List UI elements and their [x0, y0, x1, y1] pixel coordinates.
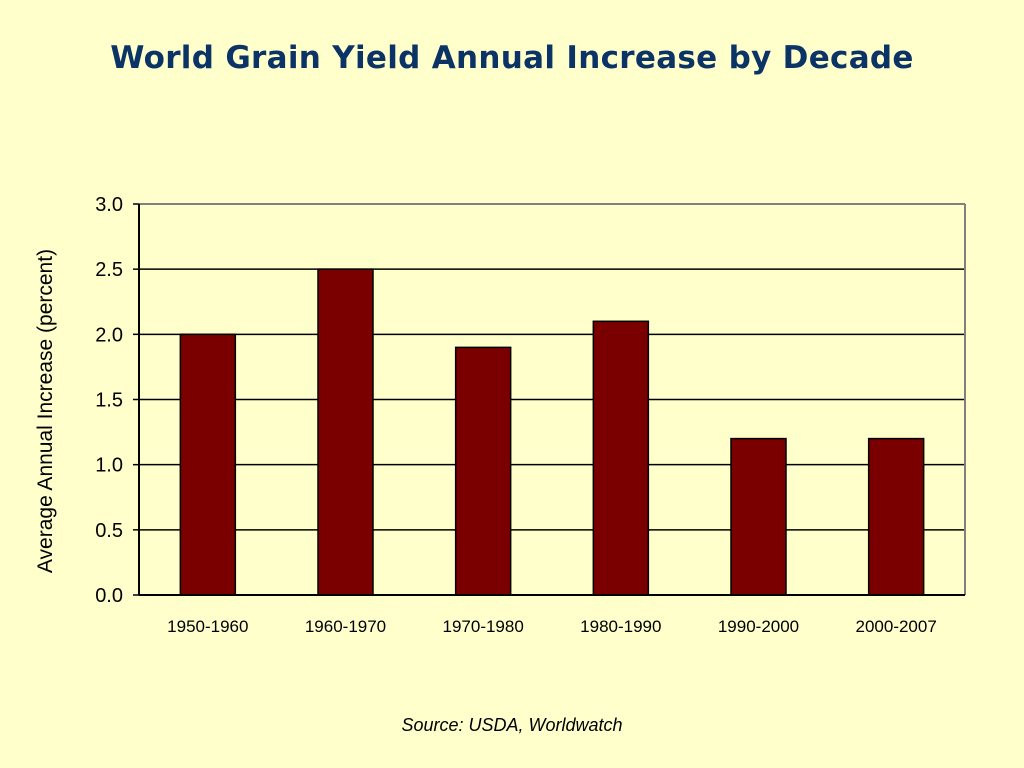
chart-title: World Grain Yield Annual Increase by Dec…: [110, 40, 914, 76]
y-tick-label: 1.0: [95, 455, 123, 477]
y-tick-label: 3.0: [95, 194, 123, 216]
source-note: Source: USDA, Worldwatch: [401, 715, 623, 735]
y-tick-labels: 0.0 0.5 1.0 1.5 2.0 2.5 3.0: [95, 194, 123, 607]
axes: [133, 203, 966, 596]
bar-2000-2007: [867, 437, 925, 596]
y-tick-label: 2.5: [95, 259, 123, 281]
x-tick-label: 1980-1990: [580, 617, 661, 636]
bar-1990-2000: [730, 437, 787, 596]
x-tick-label: 1990-2000: [718, 617, 799, 636]
bars: [179, 268, 925, 596]
x-tick-label: 1960-1970: [305, 617, 386, 636]
y-tick-label: 1.5: [95, 390, 123, 412]
x-tick-label: 1950-1960: [167, 617, 248, 636]
gridlines: [139, 203, 965, 531]
bar-1960-1970: [317, 268, 374, 596]
x-tick-label: 2000-2007: [856, 617, 937, 636]
x-tick-labels: 1950-1960 1960-1970 1970-1980 1980-1990 1990…: [167, 617, 937, 636]
x-tick-label: 1970-1980: [443, 617, 524, 636]
bar-1980-1990: [592, 320, 650, 596]
y-tick-label: 2.0: [95, 324, 123, 346]
y-tick-label: 0.5: [95, 520, 123, 542]
y-axis-label: Average Annual Increase (percent): [34, 249, 57, 573]
bar-1970-1980: [454, 346, 512, 596]
y-tick-label: 0.0: [95, 585, 123, 607]
bar-1950-1960: [179, 333, 237, 596]
